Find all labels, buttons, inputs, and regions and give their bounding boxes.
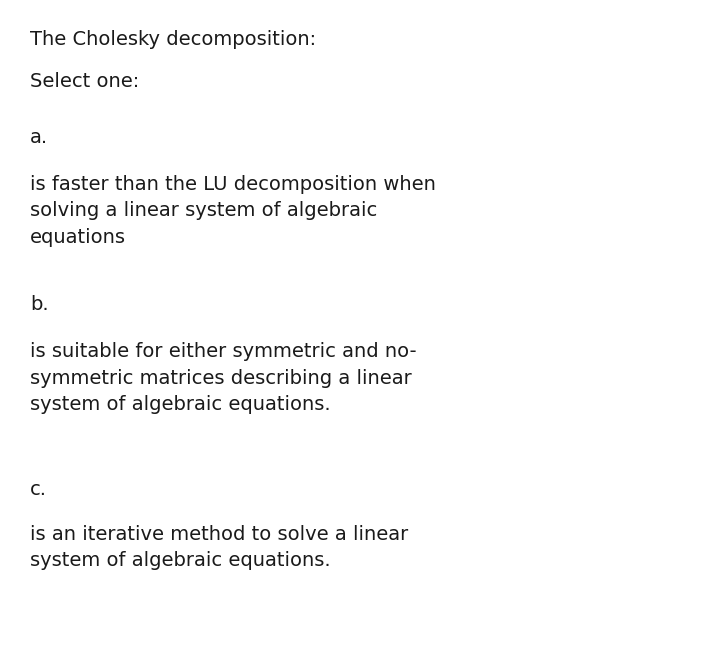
Text: b.: b. [30,295,49,314]
Text: is suitable for either symmetric and no-
symmetric matrices describing a linear
: is suitable for either symmetric and no-… [30,342,417,414]
Text: a.: a. [30,128,48,147]
Text: Select one:: Select one: [30,72,139,91]
Text: c.: c. [30,480,47,499]
Text: is an iterative method to solve a linear
system of algebraic equations.: is an iterative method to solve a linear… [30,525,408,570]
Text: is faster than the LU decomposition when
solving a linear system of algebraic
eq: is faster than the LU decomposition when… [30,175,436,247]
Text: The Cholesky decomposition:: The Cholesky decomposition: [30,30,316,49]
